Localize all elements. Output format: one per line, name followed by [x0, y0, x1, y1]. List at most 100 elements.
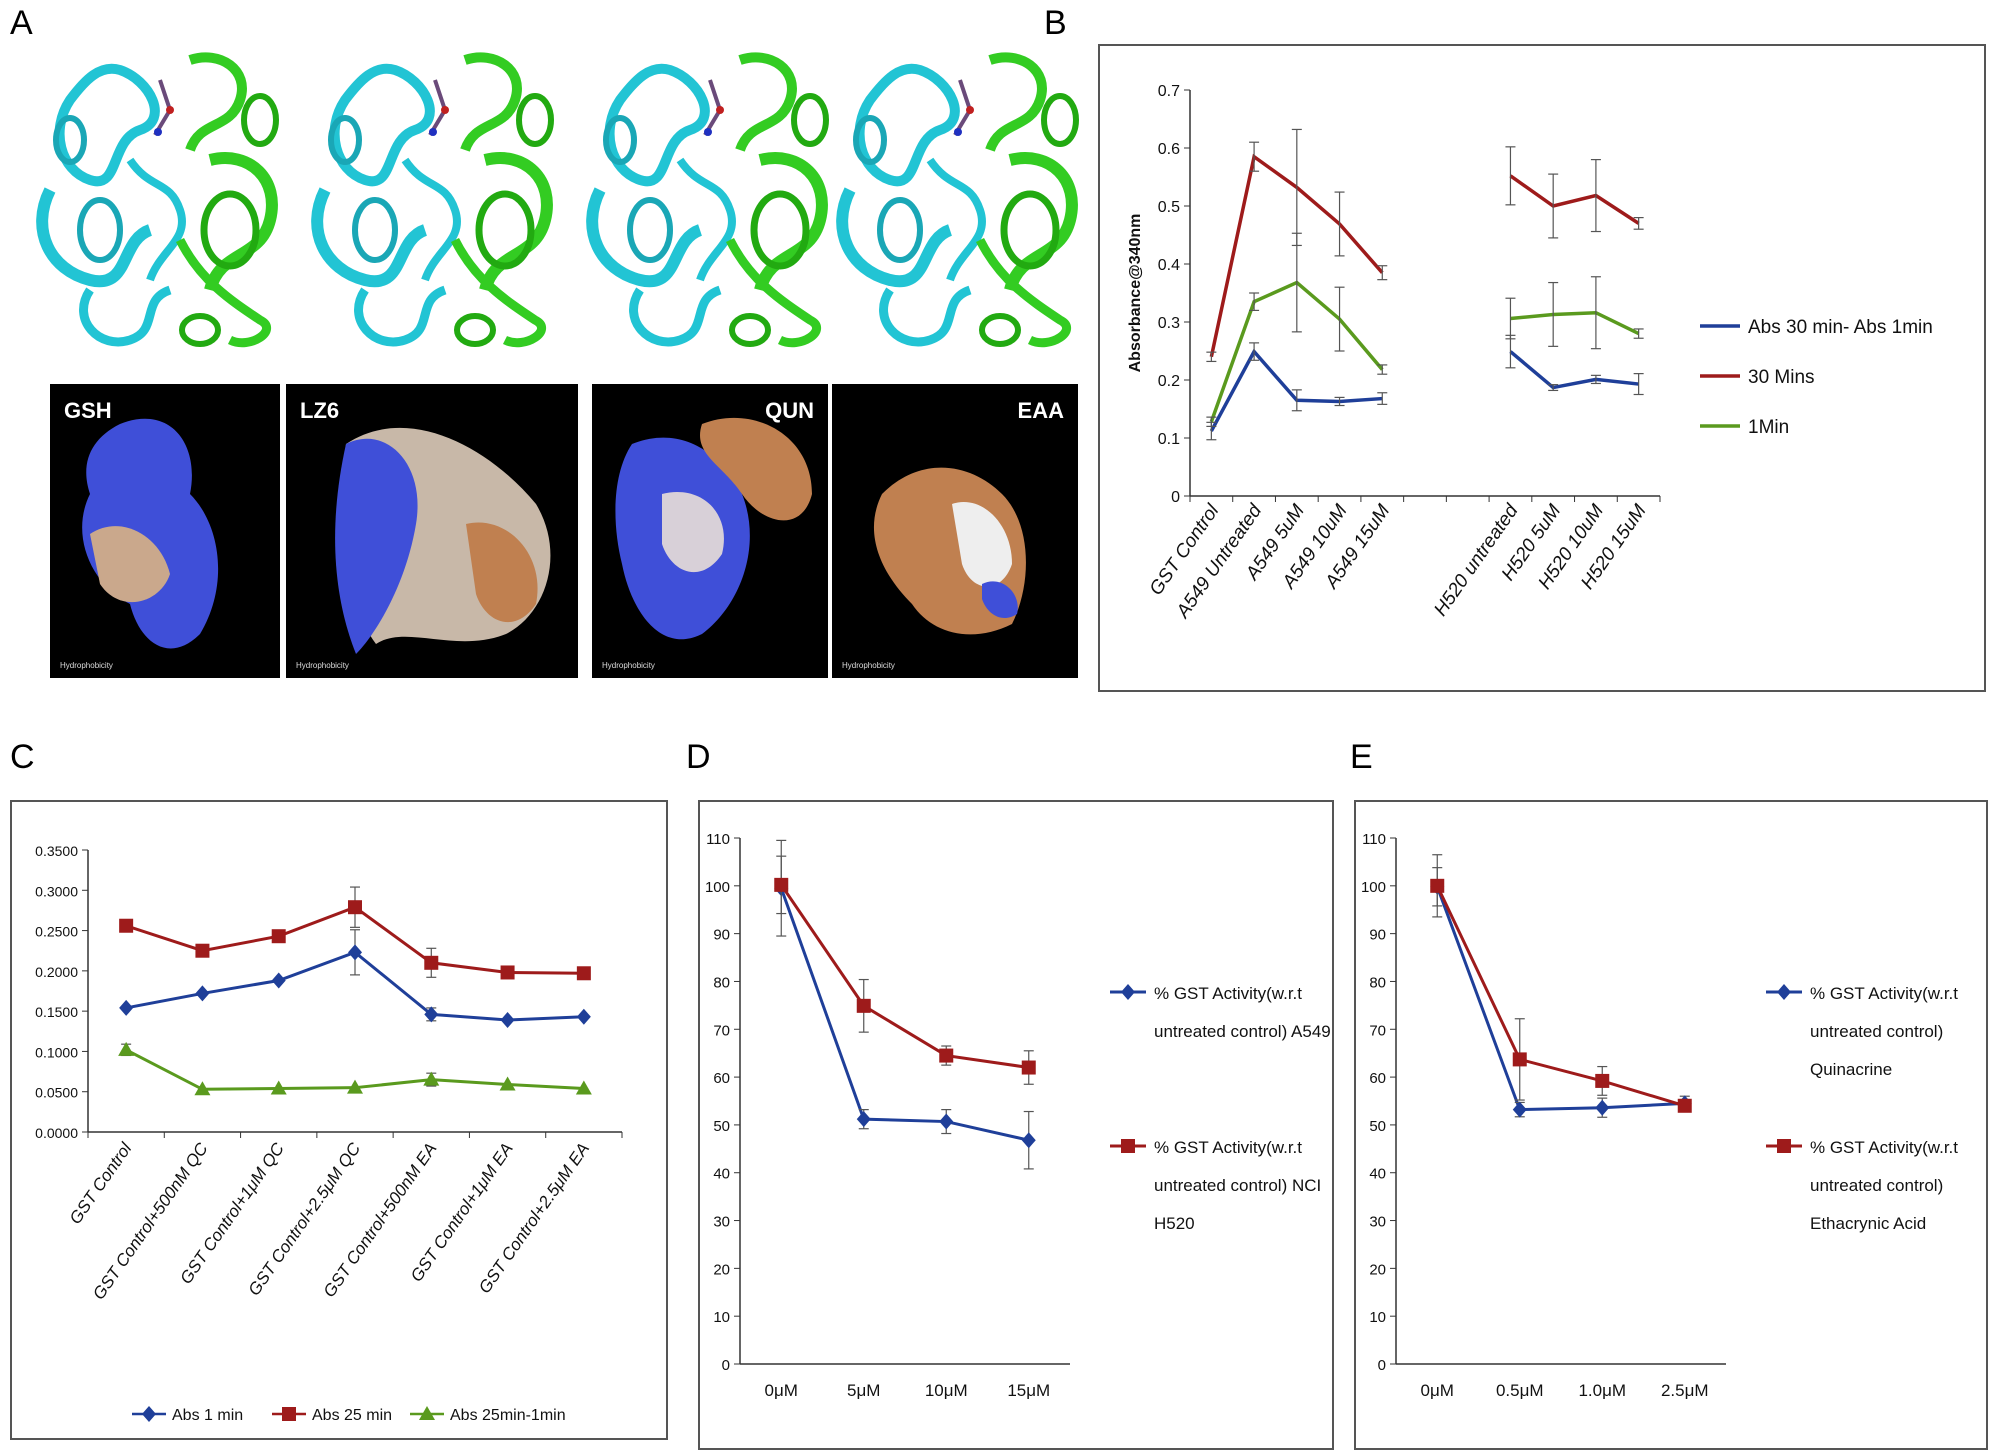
docking-label-gsh: GSH: [64, 398, 112, 423]
chart-e: 0 10 20 30 40 50 60 70 80 90 100 110 0μM 0.5μM 1.0μM 2.…: [1361, 831, 1958, 1400]
chart-d-x-label: 5μM: [847, 1381, 880, 1400]
chart-c-series-0: [119, 929, 591, 1029]
chart-d-y-tick-label: 90: [713, 927, 730, 944]
chart-e-legend-label: untreated control): [1810, 1176, 1943, 1195]
chart-e-series-1: [1430, 854, 1692, 1113]
hydrophobicity-scale-gsh: Hydrophobicity: [60, 661, 113, 670]
chart-c-x-label: GST Control: [66, 1138, 136, 1227]
chart-c-data-point: [576, 966, 591, 981]
chart-b-frame: 0 0.1 0.2 0.3 0.4 0.5 0.6 0.7 GST Control A549 Un…: [1098, 44, 1986, 692]
chart-d-y-tick-label: 110: [706, 831, 730, 848]
chart-e-y-tick-label: 80: [1369, 974, 1386, 991]
hydrophobicity-scale-eaa: Hydrophobicity: [842, 661, 895, 670]
chart-d-series-line: [779, 887, 1030, 1142]
chart-c-y-tick-label: 0.0500: [35, 1085, 78, 1101]
chart-b-legend-label: 30 Mins: [1748, 367, 1815, 388]
chart-c-data-point: [271, 972, 286, 989]
chart-e-data-point: [1430, 878, 1445, 893]
chart-c-y-tick-label: 0.1000: [35, 1044, 78, 1060]
chart-e-frame: 0 10 20 30 40 50 60 70 80 90 100 110 0μM 0.5μM 1.0μM 2.…: [1354, 800, 1988, 1450]
chart-c-data-point: [576, 1008, 591, 1025]
chart-c-data-point: [119, 918, 134, 933]
chart-b-y-tick-label: 0.4: [1158, 257, 1180, 274]
chart-e-legend-label: Quinacrine: [1810, 1060, 1892, 1079]
chart-b-legend-label: 1Min: [1748, 417, 1789, 438]
chart-d-legend-label: % GST Activity(w.r.t: [1154, 984, 1302, 1003]
chart-c-series-1: [119, 886, 591, 981]
panel-letter-e: E: [1350, 738, 1373, 776]
chart-d-data-point: [856, 998, 871, 1013]
chart-c-data-point: [270, 1080, 287, 1095]
chart-b-y-tick-label: 0.2: [1158, 373, 1180, 390]
chart-d-y-tick-label: 60: [713, 1070, 730, 1087]
docking-label-qun: QUN: [765, 398, 814, 423]
chart-b-series-line: [1509, 350, 1639, 390]
chart-b-y-tick-label: 0: [1171, 489, 1180, 506]
chart-e-y-tick-label: 30: [1369, 1214, 1386, 1231]
chart-e-data-point: [1595, 1099, 1610, 1116]
chart-c-y-tick-label: 0.0000: [35, 1125, 78, 1141]
chart-c-y-tick-label: 0.1500: [35, 1004, 78, 1020]
chart-b-y-tick-label: 0.1: [1158, 431, 1180, 448]
chart-c: 0.0000 0.0500 0.1000 0.1500 0.2000 0.2500 0.30…: [35, 843, 623, 1424]
chart-b-y-tick-label: 0.6: [1158, 141, 1180, 158]
chart-d-data-point: [939, 1113, 954, 1130]
chart-c-data-point: [500, 965, 515, 980]
chart-d-x-label: 10μM: [925, 1381, 968, 1400]
chart-d-y-tick-label: 50: [713, 1118, 730, 1135]
chart-d-y-tick-label: 70: [713, 1022, 730, 1039]
chart-c-y-tick-label: 0.2000: [35, 964, 78, 980]
chart-d-y-tick-label: 40: [713, 1166, 730, 1183]
chart-b-y-axis-title: Absorbance@340nm: [1127, 214, 1144, 373]
chart-d-y-tick-label: 100: [705, 879, 730, 896]
chart-c-data-point: [348, 900, 362, 915]
panel-letter-a: A: [10, 4, 33, 42]
surface-eaa-illustration: [873, 467, 1026, 635]
chart-d-x-label: 15μM: [1007, 1381, 1050, 1400]
chart-d-data-point: [1021, 1060, 1036, 1075]
docking-label-lz6: LZ6: [300, 398, 340, 423]
chart-e-legend-marker: [1777, 984, 1791, 1000]
chart-e-x-label: 0.5μM: [1496, 1381, 1544, 1400]
chart-b-series-line: [1510, 310, 1640, 336]
chart-e-legend-label: % GST Activity(w.r.t: [1810, 984, 1958, 1003]
chart-d: 0 10 20 30 40 50 60 70 80 90 100 110 0μM 5μM 10μM 15μM%…: [705, 831, 1331, 1400]
chart-c-data-point: [348, 944, 362, 961]
chart-e-data-point: [1512, 1101, 1527, 1118]
chart-b-y-tick-label: 0.3: [1158, 315, 1180, 332]
docking-label-eaa: EAA: [1017, 398, 1064, 423]
chart-b-series-2: [1206, 232, 1644, 427]
chart-c-legend-label: Abs 25 min: [312, 1407, 392, 1424]
chart-d-legend-label: untreated control) NCI: [1154, 1176, 1321, 1195]
chart-e-y-tick-label: 60: [1369, 1070, 1386, 1087]
panel-letter-c: C: [10, 738, 35, 776]
chart-d-legend-label: H520: [1154, 1214, 1195, 1233]
chart-c-y-tick-label: 0.3000: [35, 883, 78, 899]
chart-e-legend-label: untreated control): [1810, 1022, 1943, 1041]
chart-e-data-point: [1512, 1052, 1527, 1067]
chart-e-y-tick-label: 40: [1369, 1166, 1386, 1183]
chart-d-data-point: [939, 1048, 954, 1063]
chart-d-series-0: [774, 839, 1036, 1170]
chart-e-data-point: [1677, 1098, 1692, 1113]
chart-e-series-line: [1435, 886, 1685, 1112]
panel-letter-d: D: [686, 738, 711, 776]
chart-c-data-point: [271, 929, 286, 944]
chart-c-legend-marker: [142, 1406, 156, 1422]
hydrophobicity-scale-qun: Hydrophobicity: [602, 661, 655, 670]
docking-image-eaa: EAA Hydrophobicity: [832, 384, 1078, 678]
chart-d-y-tick-label: 0: [722, 1357, 730, 1374]
chart-d-data-point: [1021, 1132, 1036, 1149]
chart-c-data-point: [424, 1006, 439, 1023]
chart-c-frame: 0.0000 0.0500 0.1000 0.1500 0.2000 0.2500 0.30…: [10, 800, 668, 1440]
chart-e-legend-label: % GST Activity(w.r.t: [1810, 1138, 1958, 1157]
chart-e-x-label: 1.0μM: [1578, 1381, 1626, 1400]
chart-e-series-0: [1430, 867, 1692, 1118]
chart-d-data-point: [774, 877, 789, 892]
surface-gsh-illustration: [82, 418, 219, 649]
chart-e-y-tick-label: 10: [1369, 1309, 1386, 1326]
chart-e-y-tick-label: 100: [1361, 879, 1386, 896]
chart-c-y-tick-label: 0.2500: [35, 924, 78, 940]
chart-c-data-point: [499, 1076, 516, 1091]
chart-c-legend-marker: [419, 1406, 435, 1420]
